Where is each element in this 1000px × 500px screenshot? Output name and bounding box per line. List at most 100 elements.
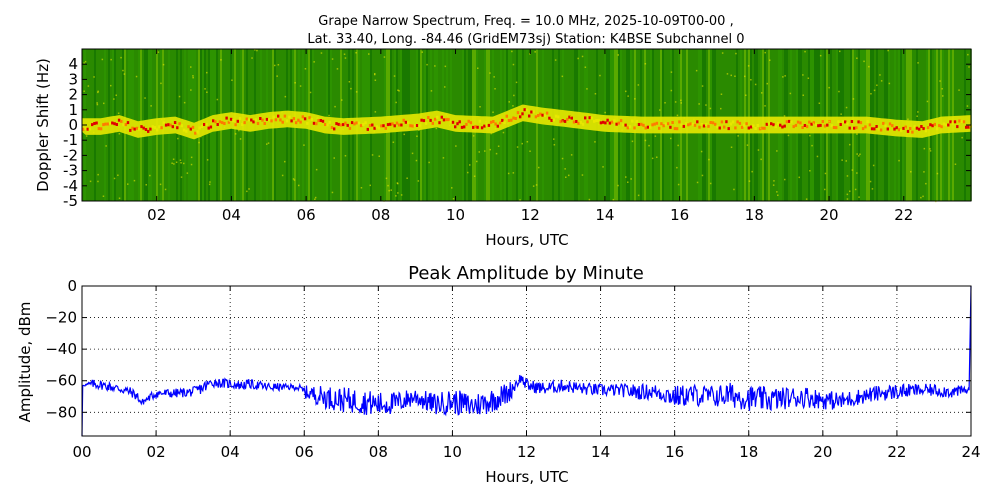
carrier-cell [552, 118, 555, 122]
heatmap-speckle [674, 124, 677, 126]
carrier-cell [503, 121, 506, 125]
heatmap-speckle [766, 82, 768, 85]
carrier-cell [944, 123, 948, 127]
heatmap-speckle [183, 101, 186, 104]
carrier-cell [812, 121, 815, 125]
spectrum-y-tick-label: -5 [63, 192, 78, 210]
carrier-cell [436, 115, 439, 119]
heatmap-speckle [511, 50, 513, 53]
heatmap-speckle [498, 121, 500, 123]
heatmap-speckle [164, 188, 167, 191]
heatmap-speckle [415, 159, 418, 162]
heatmap-speckle [117, 112, 120, 114]
heatmap-speckle [328, 114, 330, 117]
carrier-cell [709, 121, 712, 124]
carrier-cell [368, 124, 372, 127]
carrier-cell [891, 124, 894, 128]
carrier-cell [646, 125, 650, 129]
carrier-cell [770, 122, 773, 126]
carrier-cell [671, 121, 674, 124]
heatmap-speckle [274, 64, 276, 67]
amplitude-x-tick-label: 24 [961, 443, 980, 461]
carrier-cell [205, 123, 208, 126]
carrier-cell [232, 119, 235, 123]
spectrum-y-tick-label: 3 [68, 70, 78, 88]
heatmap-speckle [397, 182, 399, 185]
carrier-cell [254, 118, 257, 122]
heatmap-speckle [355, 52, 357, 54]
heatmap-speckle [868, 65, 870, 68]
heatmap-speckle [730, 146, 733, 148]
heatmap-speckle [334, 105, 336, 108]
heatmap-speckle [390, 189, 392, 191]
carrier-cell [465, 122, 468, 126]
carrier-cell [330, 126, 334, 129]
carrier-cell [265, 117, 269, 121]
carrier-cell [342, 123, 345, 127]
carrier-cell [95, 121, 98, 125]
heatmap-speckle [343, 53, 346, 55]
carrier-cell [626, 126, 629, 130]
heatmap-speckle [369, 184, 371, 187]
heatmap-speckle [735, 52, 737, 55]
heatmap-speckle [873, 89, 876, 92]
carrier-cell [606, 118, 609, 122]
carrier-cell [839, 123, 842, 126]
carrier-cell [909, 127, 912, 130]
carrier-cell [819, 123, 822, 127]
heatmap-speckle [929, 148, 931, 150]
carrier-cell [658, 126, 661, 130]
heatmap-speckle [851, 169, 854, 171]
heatmap-speckle [314, 196, 317, 199]
heatmap-speckle [838, 90, 840, 93]
carrier-cell [169, 123, 172, 127]
heatmap-speckle [455, 145, 457, 147]
carrier-cell [191, 125, 195, 129]
heatmap-speckle [374, 73, 376, 76]
heatmap-speckle [787, 134, 790, 137]
carrier-cell [539, 112, 542, 116]
carrier-cell [731, 120, 735, 124]
carrier-cell [281, 120, 284, 124]
heatmap-speckle [594, 141, 596, 143]
carrier-cell [530, 110, 533, 114]
heatmap-speckle [118, 133, 121, 135]
heatmap-speckle [314, 198, 316, 200]
carrier-cell [415, 124, 419, 127]
carrier-cell [649, 125, 652, 129]
heatmap-speckle [281, 111, 283, 114]
carrier-cell [792, 125, 795, 129]
carrier-cell [803, 124, 807, 127]
heatmap-speckle [923, 171, 925, 173]
heatmap-speckle [922, 195, 924, 198]
carrier-cell [382, 124, 385, 128]
carrier-cell [651, 123, 654, 127]
heatmap-speckle [923, 147, 926, 150]
heatmap-speckle [395, 195, 397, 197]
carrier-cell [608, 121, 612, 125]
carrier-cell [171, 125, 174, 129]
carrier-cell [458, 120, 461, 124]
heatmap-speckle [720, 107, 722, 110]
carrier-cell [505, 114, 508, 118]
carrier-cell [563, 119, 567, 123]
carrier-cell [483, 124, 486, 128]
heatmap-speckle [769, 59, 771, 61]
heatmap-speckle [118, 197, 121, 199]
heatmap-speckle [846, 193, 849, 196]
carrier-cell [691, 122, 694, 126]
carrier-cell [498, 121, 502, 125]
carrier-cell [821, 120, 824, 123]
heatmap-speckle [490, 132, 492, 135]
heatmap-speckle [783, 115, 786, 117]
carrier-cell [108, 121, 112, 125]
heatmap-speckle [344, 155, 347, 157]
heatmap-speckle [444, 65, 447, 68]
carrier-cell [850, 120, 854, 123]
heatmap-speckle [846, 198, 849, 200]
heatmap-speckle [442, 157, 445, 159]
heatmap-speckle [823, 128, 826, 130]
carrier-cell [783, 124, 786, 128]
carrier-cell [122, 123, 125, 127]
heatmap-speckle [127, 183, 129, 185]
